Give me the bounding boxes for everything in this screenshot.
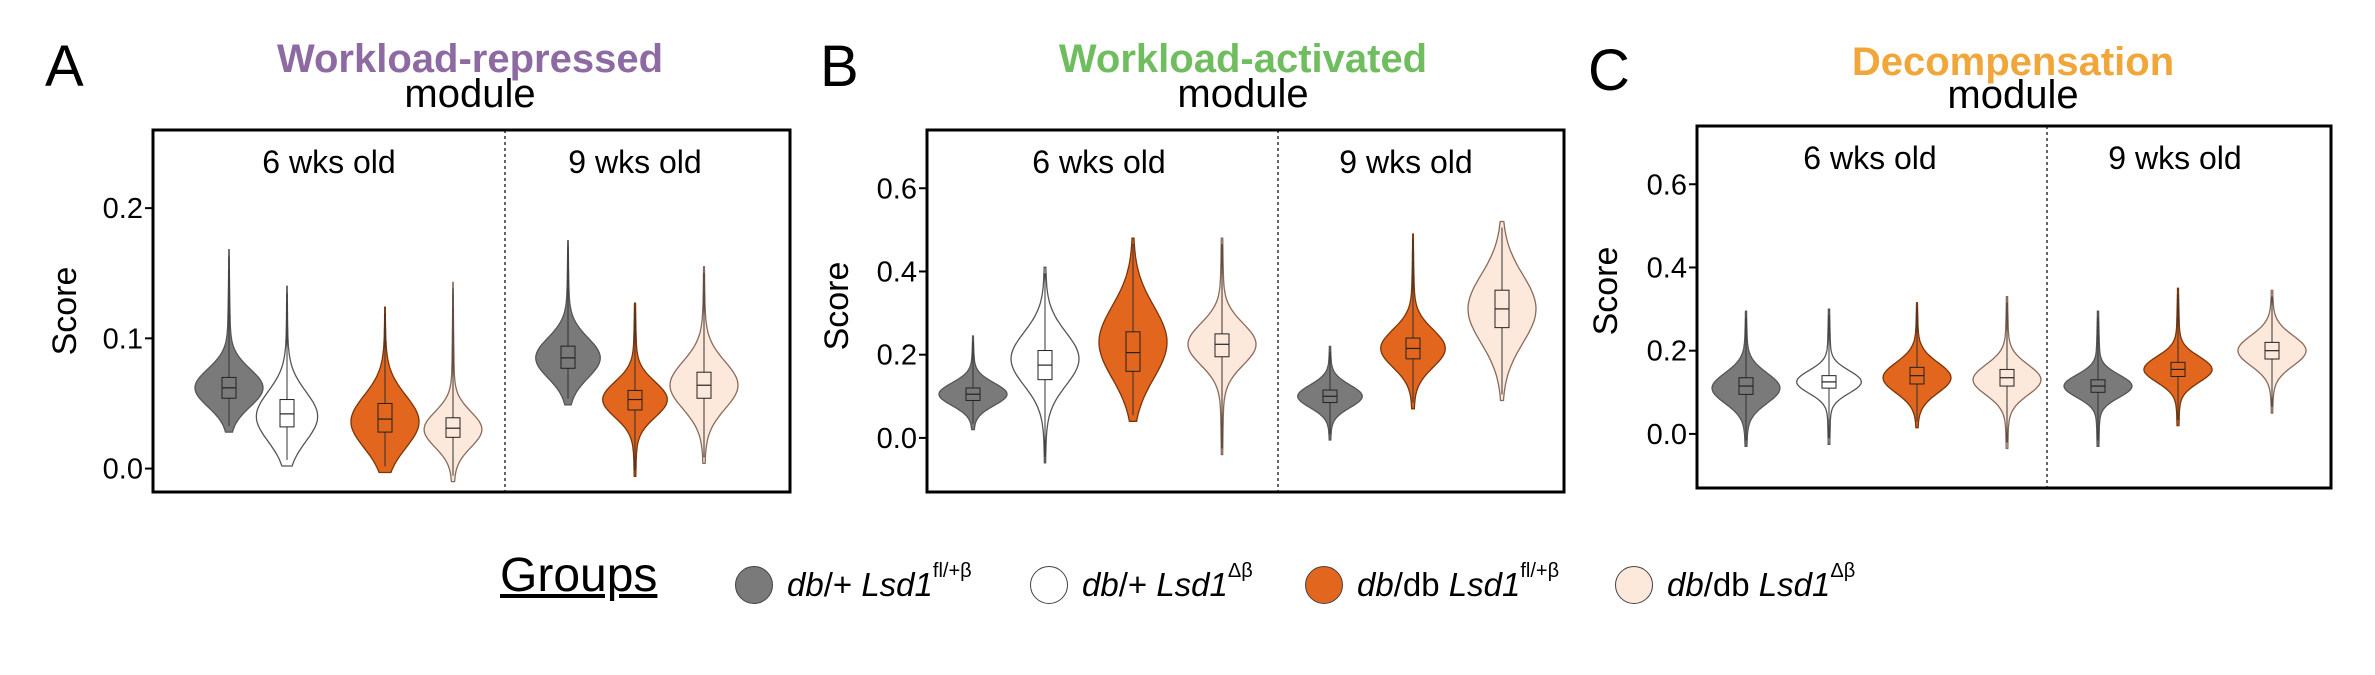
panel-b: B Workload-activated module 6 wks old 9 … (818, 34, 1566, 494)
legend-swatch-orange (1305, 566, 1343, 604)
ytick-label: 0.0 (103, 454, 143, 486)
panel-b-facet-9wk: 9 wks old (1339, 144, 1472, 180)
panel-a-facet-9wk: 9 wks old (568, 144, 701, 180)
legend-label: db/db Lsd1fl/+β (1357, 560, 1560, 603)
panel-c-ylabel: Score (1587, 247, 1625, 336)
panel-a-frame (151, 128, 792, 494)
legend-label: db/+ Lsd1Δβ (1082, 560, 1253, 603)
panel-b-facet-6wk: 6 wks old (1032, 144, 1165, 180)
ytick-label: 0.6 (877, 173, 917, 205)
violin-iqr-box (1125, 331, 1141, 372)
legend: Groups db/+ Lsd1fl/+β db/+ Lsd1Δβ db/db … (0, 548, 2375, 628)
panel-c-violins (1711, 287, 2307, 450)
figure-canvas: A Workload-repressed module 6 wks old 9 … (45, 34, 2333, 494)
panel-c-frame (1695, 124, 2333, 490)
legend-swatch-peach (1615, 566, 1653, 604)
legend-title: Groups (500, 549, 658, 602)
ytick-label: 0.4 (877, 256, 917, 288)
ytick-label: 0.2 (877, 340, 917, 372)
panel-letter-a: A (45, 34, 84, 99)
legend-item-db-plus-lsd1-fl: db/+ Lsd1fl/+β (735, 560, 972, 604)
panel-a-facet-6wk: 6 wks old (262, 144, 395, 180)
ytick-label: 0.6 (1647, 169, 1687, 201)
panel-c-subtitle: module (1947, 73, 2078, 117)
ytick-label: 0.4 (1647, 252, 1687, 284)
panel-a-title: Workload-repressed (277, 37, 663, 81)
ytick-label: 0.0 (1647, 419, 1687, 451)
ytick-label: 0.2 (1647, 336, 1687, 368)
violin-iqr-box (560, 345, 576, 369)
violin-iqr-box (377, 402, 393, 433)
violin-iqr-box (1214, 333, 1230, 358)
legend-item-db-plus-lsd1-delta: db/+ Lsd1Δβ (1030, 560, 1253, 604)
legend-item-db-db-lsd1-fl: db/db Lsd1fl/+β (1305, 560, 1560, 604)
legend-swatch-grey (735, 566, 773, 604)
legend-label: db/db Lsd1Δβ (1667, 560, 1856, 603)
panel-b-subtitle: module (1177, 72, 1308, 116)
ytick-label: 0.0 (877, 423, 917, 455)
violin-iqr-box (445, 417, 461, 438)
legend-item-db-db-lsd1-delta: db/db Lsd1Δβ (1615, 560, 1856, 604)
panel-b-violins (938, 220, 1537, 464)
panel-c: C Decompensation module 6 wks old 9 wks … (1587, 38, 2333, 490)
panel-letter-b: B (820, 34, 859, 99)
panel-a-violins (194, 240, 739, 483)
panel-c-yticks: 0.0 0.2 0.4 0.6 (1647, 169, 1697, 451)
panel-c-title: Decompensation (1852, 40, 2174, 84)
panel-c-facet-9wk: 9 wks old (2108, 140, 2241, 176)
ytick-label: 0.2 (103, 193, 143, 225)
panel-b-yticks: 0.0 0.2 0.4 0.6 (877, 173, 927, 455)
panel-b-ylabel: Score (818, 262, 856, 351)
legend-label: db/+ Lsd1fl/+β (787, 560, 972, 603)
violin-iqr-box (279, 399, 295, 428)
panel-c-facet-6wk: 6 wks old (1803, 140, 1936, 176)
panel-b-title: Workload-activated (1059, 37, 1427, 81)
panel-b-frame (925, 128, 1566, 494)
violin-iqr-box (627, 389, 643, 411)
panel-a: A Workload-repressed module 6 wks old 9 … (45, 34, 792, 494)
panel-a-subtitle: module (404, 72, 535, 116)
panel-letter-c: C (1588, 38, 1630, 103)
panel-a-ylabel: Score (46, 267, 84, 356)
legend-swatch-white (1030, 566, 1068, 604)
ytick-label: 0.1 (103, 323, 143, 355)
panel-a-yticks: 0.0 0.1 0.2 (103, 193, 153, 486)
